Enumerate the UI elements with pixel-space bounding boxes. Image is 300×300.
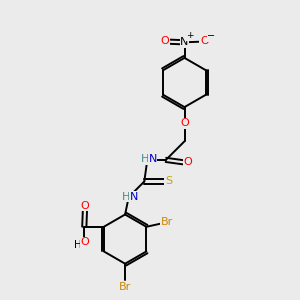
Text: O: O — [80, 201, 89, 211]
Text: S: S — [165, 176, 172, 187]
Text: N: N — [130, 191, 138, 202]
Text: H: H — [74, 240, 82, 250]
Text: O: O — [200, 36, 209, 46]
Text: N: N — [180, 37, 189, 47]
Text: H: H — [122, 191, 130, 202]
Text: O: O — [183, 157, 192, 167]
Text: O: O — [160, 36, 169, 46]
Text: +: + — [186, 31, 194, 40]
Text: H: H — [141, 154, 149, 164]
Text: O: O — [80, 237, 89, 248]
Text: −: − — [207, 31, 216, 41]
Text: Br: Br — [160, 217, 172, 227]
Text: N: N — [148, 154, 157, 164]
Text: O: O — [180, 118, 189, 128]
Text: Br: Br — [119, 282, 131, 292]
